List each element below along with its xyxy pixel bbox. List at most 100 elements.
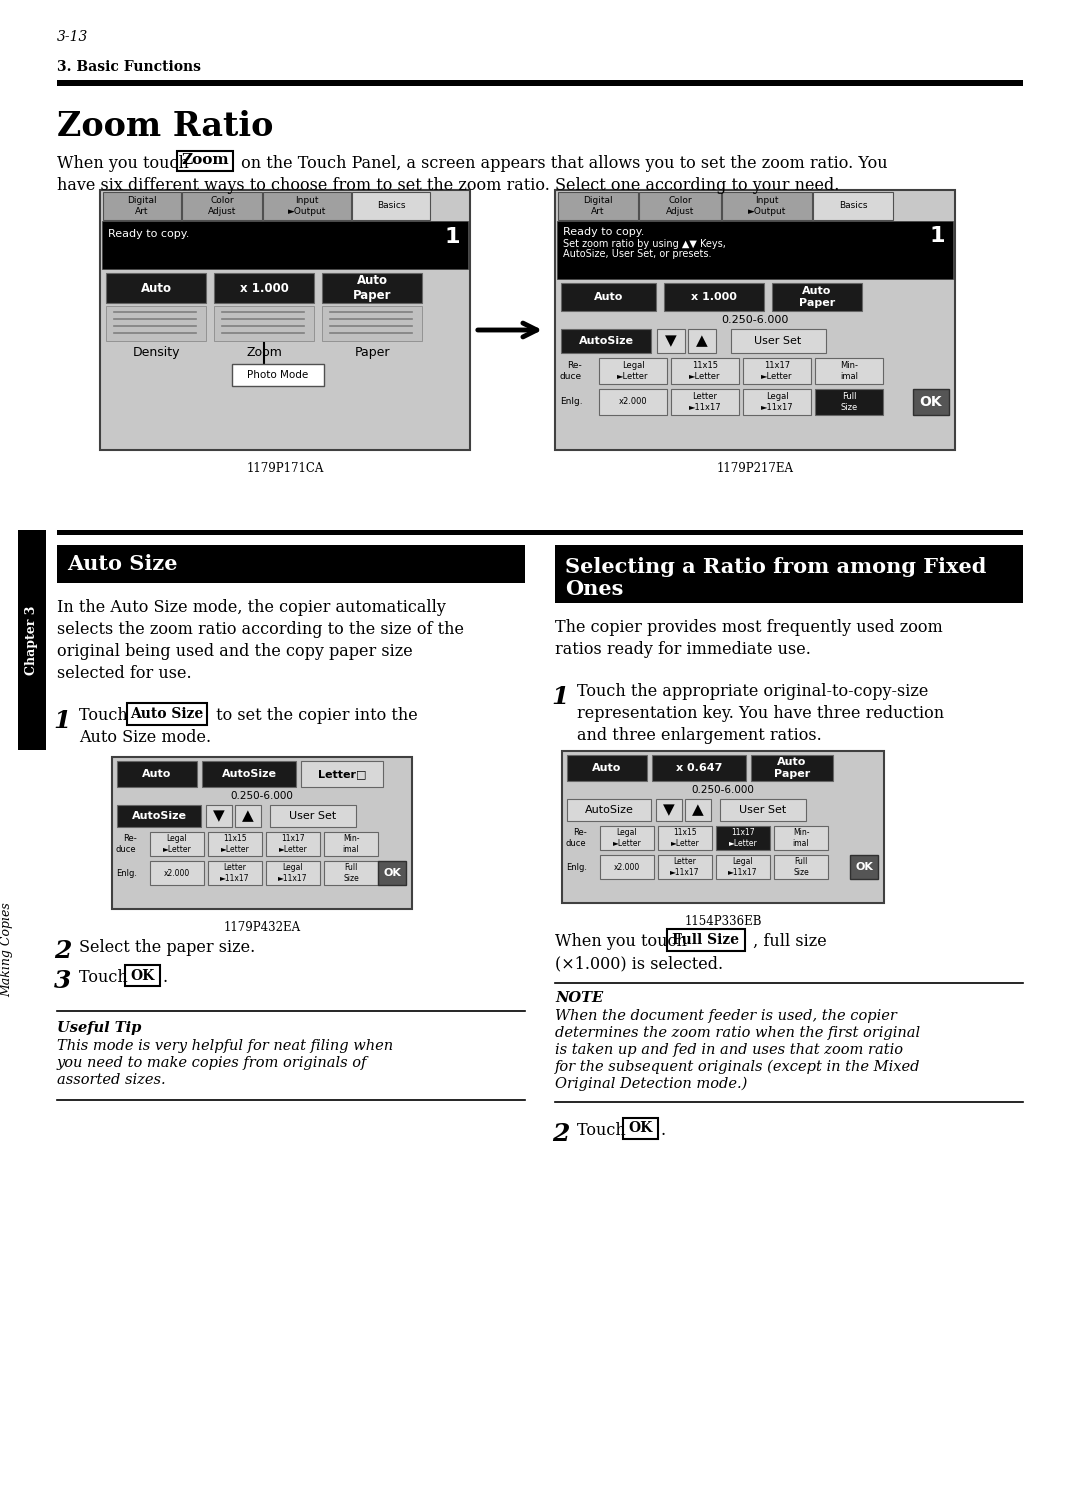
Text: In the Auto Size mode, the copier automatically: In the Auto Size mode, the copier automa… [57, 598, 446, 616]
Text: 11x17
►Letter: 11x17 ►Letter [761, 361, 793, 380]
Text: Re-
duce: Re- duce [116, 835, 137, 854]
Text: ▲: ▲ [242, 808, 254, 824]
Text: 0.250-6.000: 0.250-6.000 [721, 315, 788, 325]
Bar [266, 861, 320, 885]
Text: Touch: Touch [79, 707, 133, 725]
Bar [352, 192, 430, 220]
Text: Min-
imal: Min- imal [342, 835, 360, 854]
Text: .: . [661, 1123, 666, 1139]
Text: selected for use.: selected for use. [57, 665, 191, 682]
Text: you need to make copies from originals of: you need to make copies from originals o… [57, 1056, 367, 1071]
Text: NOTE: NOTE [555, 990, 603, 1005]
Text: ▼: ▼ [213, 808, 225, 824]
Text: 3-13: 3-13 [57, 30, 89, 45]
Text: Zoom Ratio: Zoom Ratio [57, 110, 273, 143]
Bar [18, 530, 46, 750]
Text: Min-
imal: Min- imal [793, 829, 809, 848]
Text: is taken up and fed in and uses that zoom ratio: is taken up and fed in and uses that zoo… [555, 1042, 903, 1057]
Text: 0.250-6.000: 0.250-6.000 [230, 792, 294, 800]
Bar [125, 965, 160, 986]
Text: Legal
►11x17: Legal ►11x17 [279, 863, 308, 882]
Bar [264, 192, 351, 220]
Bar [378, 861, 406, 885]
Text: 11x15
►Letter: 11x15 ►Letter [220, 835, 249, 854]
Text: When you touch: When you touch [57, 154, 194, 172]
Bar [558, 192, 638, 220]
Text: User Set: User Set [740, 805, 786, 815]
Text: Full
Size: Full Size [343, 863, 359, 882]
Text: Re-
duce: Re- duce [561, 361, 582, 380]
Text: Letter
►11x17: Letter ►11x17 [220, 863, 249, 882]
Bar [600, 855, 654, 879]
Bar [106, 273, 206, 303]
Bar [656, 799, 681, 821]
Text: 1: 1 [930, 226, 945, 247]
Text: selects the zoom ratio according to the size of the: selects the zoom ratio according to the … [57, 621, 464, 639]
Bar [183, 192, 262, 220]
Text: 11x15
►Letter: 11x15 ►Letter [689, 361, 720, 380]
Text: assorted sizes.: assorted sizes. [57, 1074, 165, 1087]
Bar [117, 760, 197, 787]
Text: AutoSize: AutoSize [132, 811, 187, 821]
Text: 11x17
►Letter: 11x17 ►Letter [279, 835, 308, 854]
Bar [815, 389, 883, 414]
Bar [743, 389, 811, 414]
Bar [232, 364, 324, 386]
Text: Legal
►11x17: Legal ►11x17 [760, 392, 794, 411]
Text: Select the paper size.: Select the paper size. [79, 939, 255, 956]
Bar [685, 799, 711, 821]
Text: When the document feeder is used, the copier: When the document feeder is used, the co… [555, 1008, 896, 1023]
Text: Legal
►Letter: Legal ►Letter [612, 829, 642, 848]
Text: Auto Size: Auto Size [67, 554, 177, 575]
Text: Chapter 3: Chapter 3 [26, 606, 39, 674]
Bar [177, 151, 233, 171]
Bar [127, 702, 207, 725]
Bar [913, 389, 949, 414]
Text: ▼: ▼ [665, 334, 677, 349]
Bar [671, 358, 739, 385]
Text: Making Copies: Making Copies [0, 903, 14, 998]
Text: Auto Size: Auto Size [131, 707, 204, 722]
Bar [772, 284, 862, 310]
Text: Digital
Art: Digital Art [127, 196, 157, 215]
Bar [567, 754, 647, 781]
Text: Paper: Paper [354, 346, 390, 359]
Text: Input
►Output: Input ►Output [287, 196, 326, 215]
Bar [623, 1118, 658, 1139]
Bar [562, 751, 885, 903]
Bar [214, 306, 314, 342]
Bar [202, 760, 296, 787]
Text: Enlg.: Enlg. [566, 863, 588, 872]
Bar [743, 358, 811, 385]
Bar [567, 799, 651, 821]
Bar [266, 832, 320, 855]
Bar [657, 330, 685, 353]
Text: 3. Basic Functions: 3. Basic Functions [57, 59, 201, 74]
Text: 11x17
►Letter: 11x17 ►Letter [729, 829, 757, 848]
Text: When you touch: When you touch [555, 933, 692, 950]
Text: 3: 3 [54, 970, 71, 993]
Text: 1: 1 [445, 227, 460, 247]
Text: Selecting a Ratio from among Fixed: Selecting a Ratio from among Fixed [565, 557, 986, 578]
Text: Original Detection mode.): Original Detection mode.) [555, 1077, 747, 1091]
Bar [652, 754, 746, 781]
Text: 11x15
►Letter: 11x15 ►Letter [671, 829, 700, 848]
Text: 1: 1 [552, 685, 569, 708]
Bar [301, 760, 383, 787]
Text: Letter
►11x17: Letter ►11x17 [671, 857, 700, 876]
Text: Zoom: Zoom [181, 153, 229, 166]
Text: Basics: Basics [377, 202, 405, 211]
Text: and three enlargement ratios.: and three enlargement ratios. [577, 728, 822, 744]
Bar [599, 358, 667, 385]
Text: Auto: Auto [594, 293, 623, 301]
Bar [57, 530, 1023, 535]
Bar [600, 826, 654, 849]
Bar [57, 545, 525, 584]
Text: AutoSize, User Set, or presets.: AutoSize, User Set, or presets. [563, 249, 712, 258]
Text: Legal
►11x17: Legal ►11x17 [728, 857, 758, 876]
Text: x 1.000: x 1.000 [691, 293, 737, 301]
Text: 2: 2 [552, 1123, 569, 1146]
Text: Zoom: Zoom [246, 346, 282, 359]
Bar [716, 855, 770, 879]
Text: Re-
duce: Re- duce [566, 829, 586, 848]
